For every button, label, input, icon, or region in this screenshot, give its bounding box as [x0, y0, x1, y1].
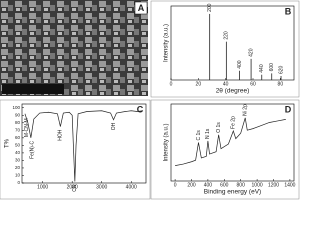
- annotation: HOH: [58, 129, 64, 141]
- annotation: Fe(N)-C: [30, 140, 36, 158]
- y-tick-label: 0: [17, 180, 20, 185]
- page: A B 0 20 40 60 80 2θ (degree) Intensity (a.u.) 2…: [0, 0, 300, 200]
- annotation: O 1s: [216, 122, 222, 133]
- annotation: CN: [72, 184, 78, 192]
- x-tick-label: 40: [223, 81, 229, 87]
- y-tick-label: 70: [15, 128, 21, 133]
- annotation: 400: [237, 60, 243, 69]
- y-axis-label: Intensity (a.u.): [164, 24, 170, 62]
- x-tick-label: 600: [220, 182, 229, 188]
- plot-frame: [170, 5, 295, 81]
- plot-frame: [21, 103, 147, 184]
- annotation: 220: [224, 31, 230, 40]
- annotation: 620: [278, 65, 284, 74]
- x-tick-label: 0: [174, 182, 177, 188]
- annotation: 200: [207, 3, 213, 12]
- sem-info-bar: [2, 84, 64, 94]
- panel-label-box: [134, 1, 148, 15]
- y-tick-label: 30: [15, 158, 21, 163]
- x-tick-label: 60: [250, 81, 256, 87]
- x-tick-label: 400: [204, 182, 213, 188]
- panel-label: D: [285, 104, 292, 114]
- annotation: 420: [248, 48, 254, 57]
- annotation: 600: [269, 63, 275, 72]
- y-tick-label: 10: [15, 173, 21, 178]
- curve: [24, 110, 144, 182]
- x-tick-label: 200: [187, 182, 196, 188]
- annotation: Ni 2p: [243, 104, 249, 116]
- y-tick-label: 100: [12, 105, 20, 110]
- sem-image: [0, 0, 148, 96]
- annotation: 440: [259, 64, 265, 73]
- x-tick-label: 1000: [37, 184, 48, 190]
- figure: A B 0 20 40 60 80 2θ (degree) Intensity (a.u.) 2…: [0, 0, 300, 200]
- annotation: N 1s: [205, 128, 211, 139]
- y-tick-label: 60: [15, 135, 21, 140]
- x-axis-label: 2θ (degree): [216, 88, 250, 95]
- panel-frame: [150, 99, 300, 200]
- x-tick-label: 4000: [126, 184, 137, 190]
- x-tick-label: 1200: [268, 182, 279, 188]
- y-axis-label: T%: [5, 138, 11, 148]
- panel-frame: [0, 99, 151, 200]
- annotation: OH: [111, 122, 117, 130]
- curve: [175, 117, 286, 166]
- annotation: M-CN-M: [24, 118, 30, 137]
- y-tick-label: 20: [15, 165, 21, 170]
- x-tick-label: 0: [170, 81, 173, 87]
- y-tick-label: 50: [15, 143, 21, 148]
- annotation: Fe 2p: [231, 116, 237, 129]
- annotation: C 1s: [196, 130, 202, 141]
- y-tick-label: 80: [15, 120, 21, 125]
- panel-label: B: [285, 6, 292, 16]
- panel-frame: [150, 0, 300, 98]
- x-tick-label: 1000: [252, 182, 263, 188]
- panel-label: A: [138, 3, 145, 13]
- x-tick-label: 3000: [96, 184, 107, 190]
- y-tick-label: 40: [15, 150, 21, 155]
- x-tick-label: 2000: [67, 184, 78, 190]
- x-tick-label: 20: [196, 81, 202, 87]
- y-axis-label: Intensity (a.u.): [164, 123, 170, 161]
- panel-label: C: [137, 104, 144, 114]
- x-axis-label: Binding energy (eV): [204, 189, 261, 196]
- plot-frame: [170, 103, 295, 182]
- y-tick-label: 90: [15, 112, 21, 117]
- x-tick-label: 80: [278, 81, 284, 87]
- x-tick-label: 800: [237, 182, 246, 188]
- x-tick-label: 1400: [284, 182, 295, 188]
